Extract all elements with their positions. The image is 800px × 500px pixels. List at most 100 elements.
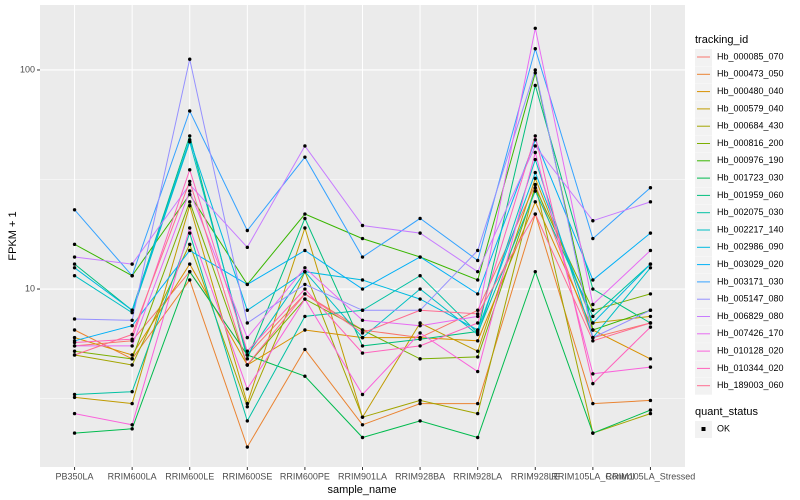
data-point xyxy=(591,219,595,223)
data-point xyxy=(245,405,250,409)
data-point xyxy=(475,258,480,263)
data-point xyxy=(591,314,595,319)
data-point xyxy=(245,363,250,367)
data-point xyxy=(360,278,365,282)
data-point xyxy=(360,318,365,322)
data-point xyxy=(188,57,192,61)
data-point xyxy=(418,401,422,406)
data-point xyxy=(648,231,653,235)
x-tick-label: RRIM600PE xyxy=(280,471,330,481)
data-point xyxy=(130,423,134,427)
y-tick-label: 100 xyxy=(20,64,35,74)
data-point xyxy=(188,134,192,138)
x-tick-label: RRIM600LE xyxy=(165,471,214,481)
data-point xyxy=(72,431,77,435)
data-point xyxy=(418,297,422,301)
x-tick-label: PB350LA xyxy=(56,471,94,481)
data-point xyxy=(245,321,250,325)
data-point xyxy=(188,189,192,193)
data-point xyxy=(648,262,653,266)
data-point xyxy=(245,282,250,287)
data-point xyxy=(188,226,192,230)
data-point xyxy=(418,216,422,221)
legend-label: Hb_007426_170 xyxy=(717,328,784,338)
legend-title: tracking_id xyxy=(695,34,748,46)
data-point xyxy=(303,216,307,221)
data-point xyxy=(533,71,537,75)
data-point xyxy=(418,344,422,348)
data-point xyxy=(591,328,595,332)
legend-label: Hb_000480_040 xyxy=(717,86,784,96)
data-point xyxy=(591,302,595,307)
data-point xyxy=(303,269,307,274)
data-point xyxy=(360,255,365,259)
data-point xyxy=(475,278,480,282)
data-point xyxy=(475,312,480,316)
data-point xyxy=(360,392,365,397)
data-point xyxy=(130,357,134,361)
legend-label: Hb_001959_060 xyxy=(717,190,784,200)
data-point xyxy=(533,176,537,181)
data-point xyxy=(188,262,192,266)
data-point xyxy=(130,427,134,431)
data-point xyxy=(72,262,77,266)
data-point xyxy=(130,310,134,315)
data-point xyxy=(360,335,365,340)
data-point xyxy=(475,321,480,325)
data-point xyxy=(360,423,365,427)
data-point xyxy=(533,212,537,216)
data-point xyxy=(418,357,422,361)
legend-label: Hb_005147_080 xyxy=(717,294,784,304)
data-point xyxy=(533,182,537,187)
data-point xyxy=(130,308,134,312)
data-point xyxy=(303,287,307,291)
data-point xyxy=(475,269,480,274)
data-point xyxy=(648,308,653,312)
data-point xyxy=(648,357,653,361)
y-axis-title: FPKM + 1 xyxy=(7,211,19,260)
data-point xyxy=(72,340,77,345)
legend-label: Hb_000579_040 xyxy=(717,103,784,113)
data-point xyxy=(130,332,134,337)
legend-label: Hb_002075_030 xyxy=(717,207,784,217)
data-point xyxy=(72,266,77,270)
data-point xyxy=(475,339,480,343)
data-point xyxy=(130,324,134,328)
data-point xyxy=(591,321,595,325)
data-point xyxy=(533,189,537,193)
data-point xyxy=(188,168,192,172)
data-point xyxy=(188,182,192,187)
data-point xyxy=(591,278,595,282)
data-point xyxy=(245,349,250,353)
data-point xyxy=(130,274,134,278)
data-point xyxy=(72,344,77,348)
data-point xyxy=(130,389,134,394)
data-point xyxy=(303,282,307,287)
data-point xyxy=(533,68,537,72)
data-point xyxy=(648,266,653,270)
data-point xyxy=(72,317,77,321)
data-point xyxy=(418,255,422,259)
legend-label: Hb_189003_060 xyxy=(717,380,784,390)
x-tick-label: RRIM600SE xyxy=(222,471,272,481)
legend-label: Hb_002986_090 xyxy=(717,242,784,252)
data-point xyxy=(303,297,307,301)
data-point xyxy=(533,83,537,88)
data-point xyxy=(591,308,595,312)
data-point xyxy=(591,339,595,343)
data-point xyxy=(648,321,653,325)
data-point xyxy=(648,398,653,403)
data-point xyxy=(533,47,537,51)
data-point xyxy=(360,223,365,228)
legend-label: Hb_000684_430 xyxy=(717,121,784,131)
data-point xyxy=(130,353,134,357)
data-point xyxy=(591,372,595,376)
data-point xyxy=(591,381,595,386)
data-point xyxy=(245,445,250,449)
data-point xyxy=(533,26,537,30)
x-tick-label: RRIM600LA xyxy=(108,471,157,481)
data-point xyxy=(533,170,537,175)
data-point xyxy=(648,292,653,296)
data-point xyxy=(360,344,365,348)
